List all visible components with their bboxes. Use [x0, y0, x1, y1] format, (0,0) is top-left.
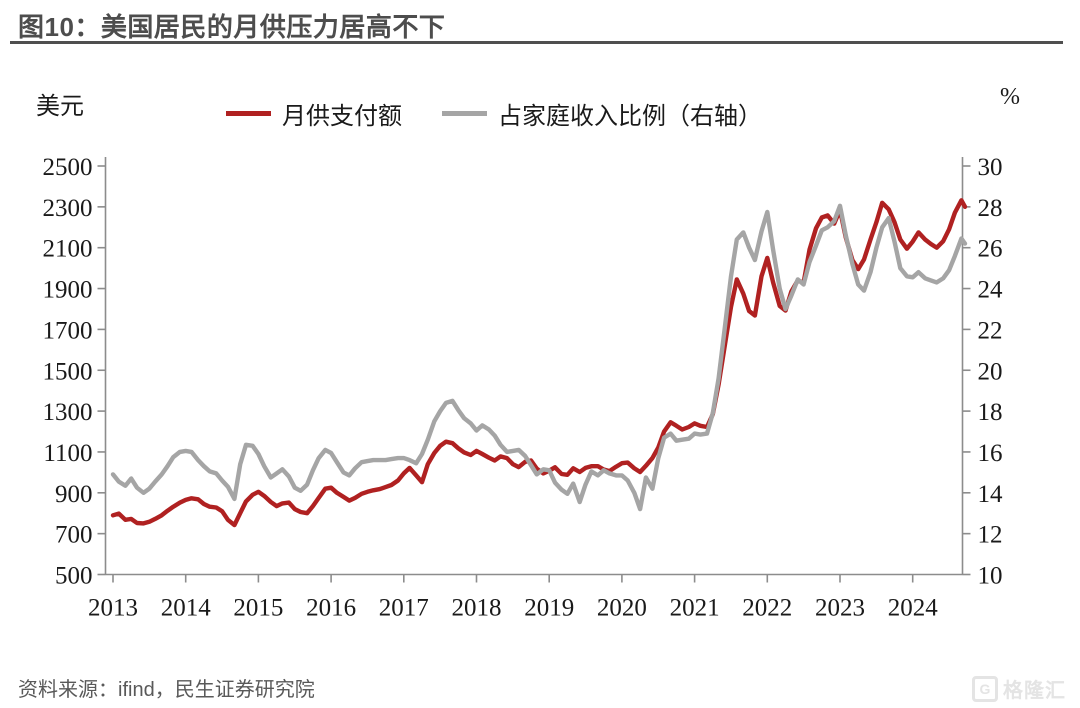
gelonghui-logo-icon: G — [972, 675, 998, 702]
right-axis-tick-label: 10 — [978, 563, 1003, 590]
left-axis-tick-label: 2300 — [43, 195, 93, 222]
left-axis-tick-label: 1300 — [43, 399, 93, 426]
legend-label-income-ratio: 占家庭收入比例（右轴） — [498, 104, 762, 130]
right-axis-tick-label: 20 — [978, 358, 1003, 385]
line-income-ratio-pct — [110, 203, 968, 512]
left-axis-tick-label: 2500 — [43, 154, 93, 181]
x-axis-tick-label: 2020 — [597, 595, 647, 622]
x-axis-tick-label: 2018 — [452, 595, 502, 622]
figure-title: 图10：美国居民的月供压力居高不下 — [18, 12, 446, 42]
source-note: 资料来源：ifind，民生证券研究院 — [18, 679, 315, 701]
line-monthly-payment — [110, 198, 968, 528]
left-axis-tick-label: 1700 — [43, 317, 93, 344]
left-axis-tick-label: 700 — [55, 522, 93, 549]
legend-swatch-income-ratio — [442, 111, 487, 116]
right-axis-tick-label: 16 — [978, 440, 1003, 467]
x-axis-tick-label: 2024 — [888, 595, 939, 622]
right-axis-tick-label: 30 — [978, 154, 1003, 181]
title-underline — [10, 41, 1063, 44]
left-axis-unit-label: 美元 — [36, 94, 84, 120]
legend-item-monthly-payment: 月供支付额 — [226, 96, 402, 131]
left-axis-tick-label: 900 — [55, 481, 93, 508]
x-axis-tick-label: 2021 — [670, 595, 720, 622]
right-axis-tick-label: 18 — [978, 399, 1003, 426]
right-axis-tick-label: 12 — [978, 522, 1003, 549]
x-axis-tick-label: 2015 — [233, 595, 283, 622]
right-axis-unit-label: % — [1000, 84, 1020, 110]
left-axis-tick-label: 500 — [55, 563, 93, 590]
gelonghui-logo-text: 格隆汇 — [1003, 680, 1066, 702]
left-axis-tick-label: 2100 — [43, 236, 93, 263]
legend-swatch-monthly-payment — [226, 111, 271, 116]
legend: 月供支付额 占家庭收入比例（右轴） — [226, 96, 762, 131]
x-axis-tick-label: 2013 — [88, 595, 138, 622]
right-axis-tick-label: 22 — [978, 317, 1003, 344]
legend-label-monthly-payment: 月供支付额 — [282, 104, 402, 130]
x-axis-tick-label: 2023 — [815, 595, 865, 622]
x-axis-tick-label: 2016 — [306, 595, 356, 622]
x-axis-tick-label: 2017 — [379, 595, 429, 622]
legend-item-income-ratio: 占家庭收入比例（右轴） — [442, 96, 762, 131]
gelonghui-watermark: G 格隆汇 — [972, 674, 1066, 703]
right-axis-tick-label: 24 — [978, 277, 1004, 304]
right-axis-tick-label: 28 — [978, 195, 1003, 222]
x-axis-tick-label: 2014 — [161, 595, 212, 622]
x-axis-tick-label: 2022 — [742, 595, 792, 622]
left-axis-tick-label: 1500 — [43, 358, 93, 385]
x-axis-tick-label: 2019 — [524, 595, 574, 622]
right-axis-tick-label: 26 — [978, 236, 1003, 263]
right-axis-tick-label: 14 — [978, 481, 1004, 508]
left-axis-tick-label: 1900 — [43, 277, 93, 304]
left-axis-tick-label: 1100 — [43, 440, 92, 467]
